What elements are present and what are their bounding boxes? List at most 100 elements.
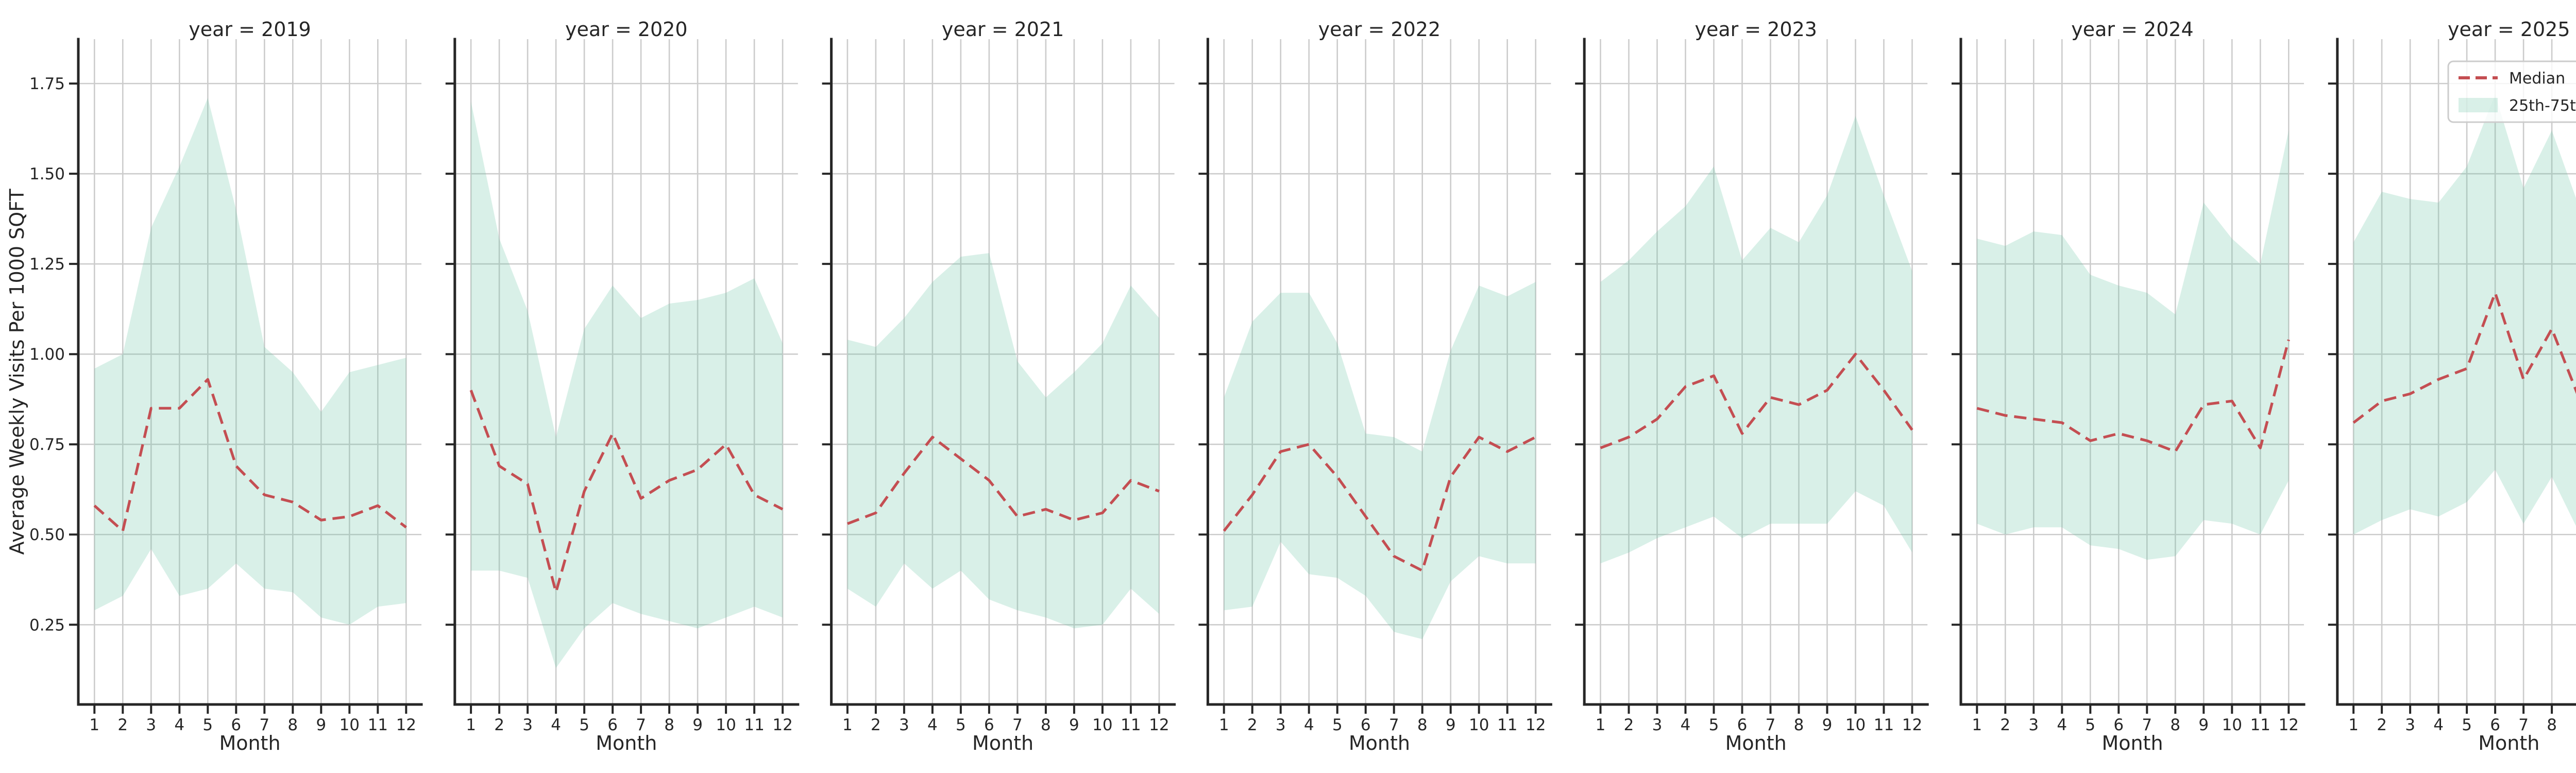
x-tick-label: 11 (2250, 716, 2270, 734)
percentile-band (94, 98, 406, 625)
x-tick-label: 6 (1361, 716, 1371, 734)
axes-spines (2336, 38, 2576, 706)
percentile-band (1600, 116, 1912, 564)
x-tick-label: 8 (287, 716, 298, 734)
x-tick-label: 7 (1389, 716, 1399, 734)
x-tick-label: 5 (1332, 716, 1343, 734)
x-tick-label: 10 (1845, 716, 1866, 734)
gridlines (454, 39, 798, 704)
x-axis-label: Month (219, 732, 280, 754)
x-tick-label: 4 (927, 716, 938, 734)
median-line (2352, 291, 2576, 424)
percentile-band (471, 102, 783, 668)
y-tick-label: 1.50 (29, 165, 65, 183)
gridlines (1961, 39, 2304, 704)
x-tick-label: 7 (2518, 716, 2529, 734)
x-tick-label: 9 (692, 716, 703, 734)
x-tick-label: 8 (664, 716, 674, 734)
x-tick-label: 1 (466, 716, 476, 734)
x-tick-label: 9 (2198, 716, 2209, 734)
x-tick-label: 10 (1469, 716, 1489, 734)
tick-marks (69, 82, 408, 714)
x-tick-label: 10 (340, 716, 360, 734)
median-line (1976, 339, 2290, 453)
x-tick-label: 1 (1972, 716, 1982, 734)
x-tick-label: 12 (1149, 716, 1169, 734)
x-tick-label: 11 (1121, 716, 1141, 734)
x-tick-label: 3 (899, 716, 909, 734)
x-tick-label: 2 (117, 716, 128, 734)
band-swatch (2459, 98, 2498, 112)
x-tick-label: 1 (842, 716, 853, 734)
x-axis-label: Month (1349, 732, 1410, 754)
gridlines (2337, 39, 2576, 704)
percentile-band (1224, 282, 1536, 640)
axes-spines (1959, 38, 2306, 706)
x-axis-label: Month (596, 732, 657, 754)
legend-item-median: Median (2459, 70, 2565, 88)
y-tick-label: 1.00 (29, 345, 65, 364)
x-tick-label: 4 (2057, 716, 2067, 734)
median-line (846, 435, 1160, 525)
x-tick-label: 4 (1681, 716, 1691, 734)
x-tick-label: 7 (636, 716, 646, 734)
x-tick-label: 12 (396, 716, 416, 734)
x-axis-label: Month (2102, 732, 2163, 754)
tick-marks (822, 82, 1160, 714)
x-tick-label: 12 (2279, 716, 2299, 734)
percentile-band (847, 253, 1159, 629)
x-tick-label: 4 (2433, 716, 2444, 734)
x-tick-label: 1 (2348, 716, 2359, 734)
x-tick-label: 10 (1092, 716, 1112, 734)
x-tick-label: 6 (2113, 716, 2124, 734)
x-tick-label: 12 (1526, 716, 1546, 734)
x-tick-label: 1 (89, 716, 99, 734)
x-tick-label: 5 (956, 716, 966, 734)
x-tick-label: 2 (494, 716, 504, 734)
x-tick-label: 1 (1219, 716, 1229, 734)
legend-item-band: 25th-75th Percentile (2459, 97, 2576, 115)
median-line (93, 378, 407, 532)
x-tick-label: 5 (202, 716, 213, 734)
x-tick-label: 3 (522, 716, 533, 734)
x-tick-label: 8 (2547, 716, 2557, 734)
x-tick-label: 2 (1624, 716, 1634, 734)
x-tick-label: 2 (871, 716, 881, 734)
x-tick-label: 9 (2575, 716, 2576, 734)
x-tick-label: 4 (174, 716, 184, 734)
x-tick-label: 7 (1766, 716, 1776, 734)
x-tick-label: 11 (1874, 716, 1894, 734)
tick-marks (1952, 82, 2290, 714)
x-tick-label: 5 (2462, 716, 2472, 734)
x-axis-label: Month (2478, 732, 2539, 754)
x-tick-label: 12 (1902, 716, 1922, 734)
gridlines (1584, 39, 1928, 704)
x-tick-label: 12 (772, 716, 792, 734)
x-tick-label: 9 (1446, 716, 1456, 734)
legend: Median 25th-75th Percentile (2447, 60, 2576, 123)
x-tick-label: 6 (1737, 716, 1748, 734)
percentile-band (2353, 94, 2576, 535)
panel-title: year = 2021 (942, 18, 1064, 41)
legend-label-band: 25th-75th Percentile (2509, 97, 2576, 115)
x-tick-label: 2 (2000, 716, 2010, 734)
x-tick-label: 5 (2085, 716, 2095, 734)
x-tick-label: 2 (2377, 716, 2387, 734)
x-tick-label: 6 (2490, 716, 2500, 734)
x-tick-label: 8 (2170, 716, 2180, 734)
median-line (1600, 352, 1913, 449)
y-tick-label: 0.75 (29, 435, 65, 454)
y-tick-label: 1.25 (29, 255, 65, 274)
tick-marks (1198, 82, 1537, 714)
panel-title: year = 2020 (565, 18, 687, 41)
x-tick-label: 5 (1709, 716, 1719, 734)
x-tick-label: 7 (1012, 716, 1023, 734)
gridlines (78, 39, 421, 704)
axes-spines (77, 38, 423, 706)
